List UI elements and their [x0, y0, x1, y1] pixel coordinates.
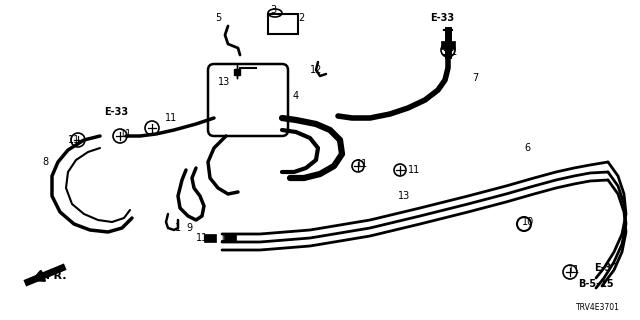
- Bar: [268, 14, 298, 34]
- Text: 8: 8: [42, 157, 48, 167]
- Bar: [224, 234, 236, 242]
- Text: 11: 11: [165, 113, 177, 123]
- Text: B-5-15: B-5-15: [578, 279, 614, 289]
- Text: 11: 11: [196, 233, 208, 243]
- Text: 11: 11: [220, 233, 232, 243]
- Text: 1: 1: [175, 223, 181, 233]
- Text: 12: 12: [310, 65, 323, 75]
- Text: 11: 11: [68, 135, 80, 145]
- Bar: [204, 234, 216, 242]
- Text: E-33: E-33: [104, 107, 128, 117]
- Text: 10: 10: [522, 217, 534, 227]
- Text: 11: 11: [408, 165, 420, 175]
- Text: 7: 7: [472, 73, 478, 83]
- Text: 11: 11: [446, 47, 458, 57]
- Bar: [441, 41, 455, 49]
- Text: 4: 4: [293, 91, 299, 101]
- Text: 11: 11: [568, 265, 580, 275]
- Text: E-37: E-37: [594, 263, 618, 273]
- Text: 5: 5: [215, 13, 221, 23]
- Text: E-33: E-33: [430, 13, 454, 23]
- Text: 6: 6: [524, 143, 530, 153]
- Text: 11: 11: [356, 159, 368, 169]
- Text: TRV4E3701: TRV4E3701: [576, 303, 620, 312]
- Text: 13: 13: [398, 191, 410, 201]
- Text: FR.: FR.: [46, 271, 67, 281]
- Text: 11: 11: [120, 129, 132, 139]
- Text: 13: 13: [218, 77, 230, 87]
- Text: 3: 3: [270, 5, 276, 15]
- Text: 9: 9: [186, 223, 192, 233]
- Text: 2: 2: [298, 13, 304, 23]
